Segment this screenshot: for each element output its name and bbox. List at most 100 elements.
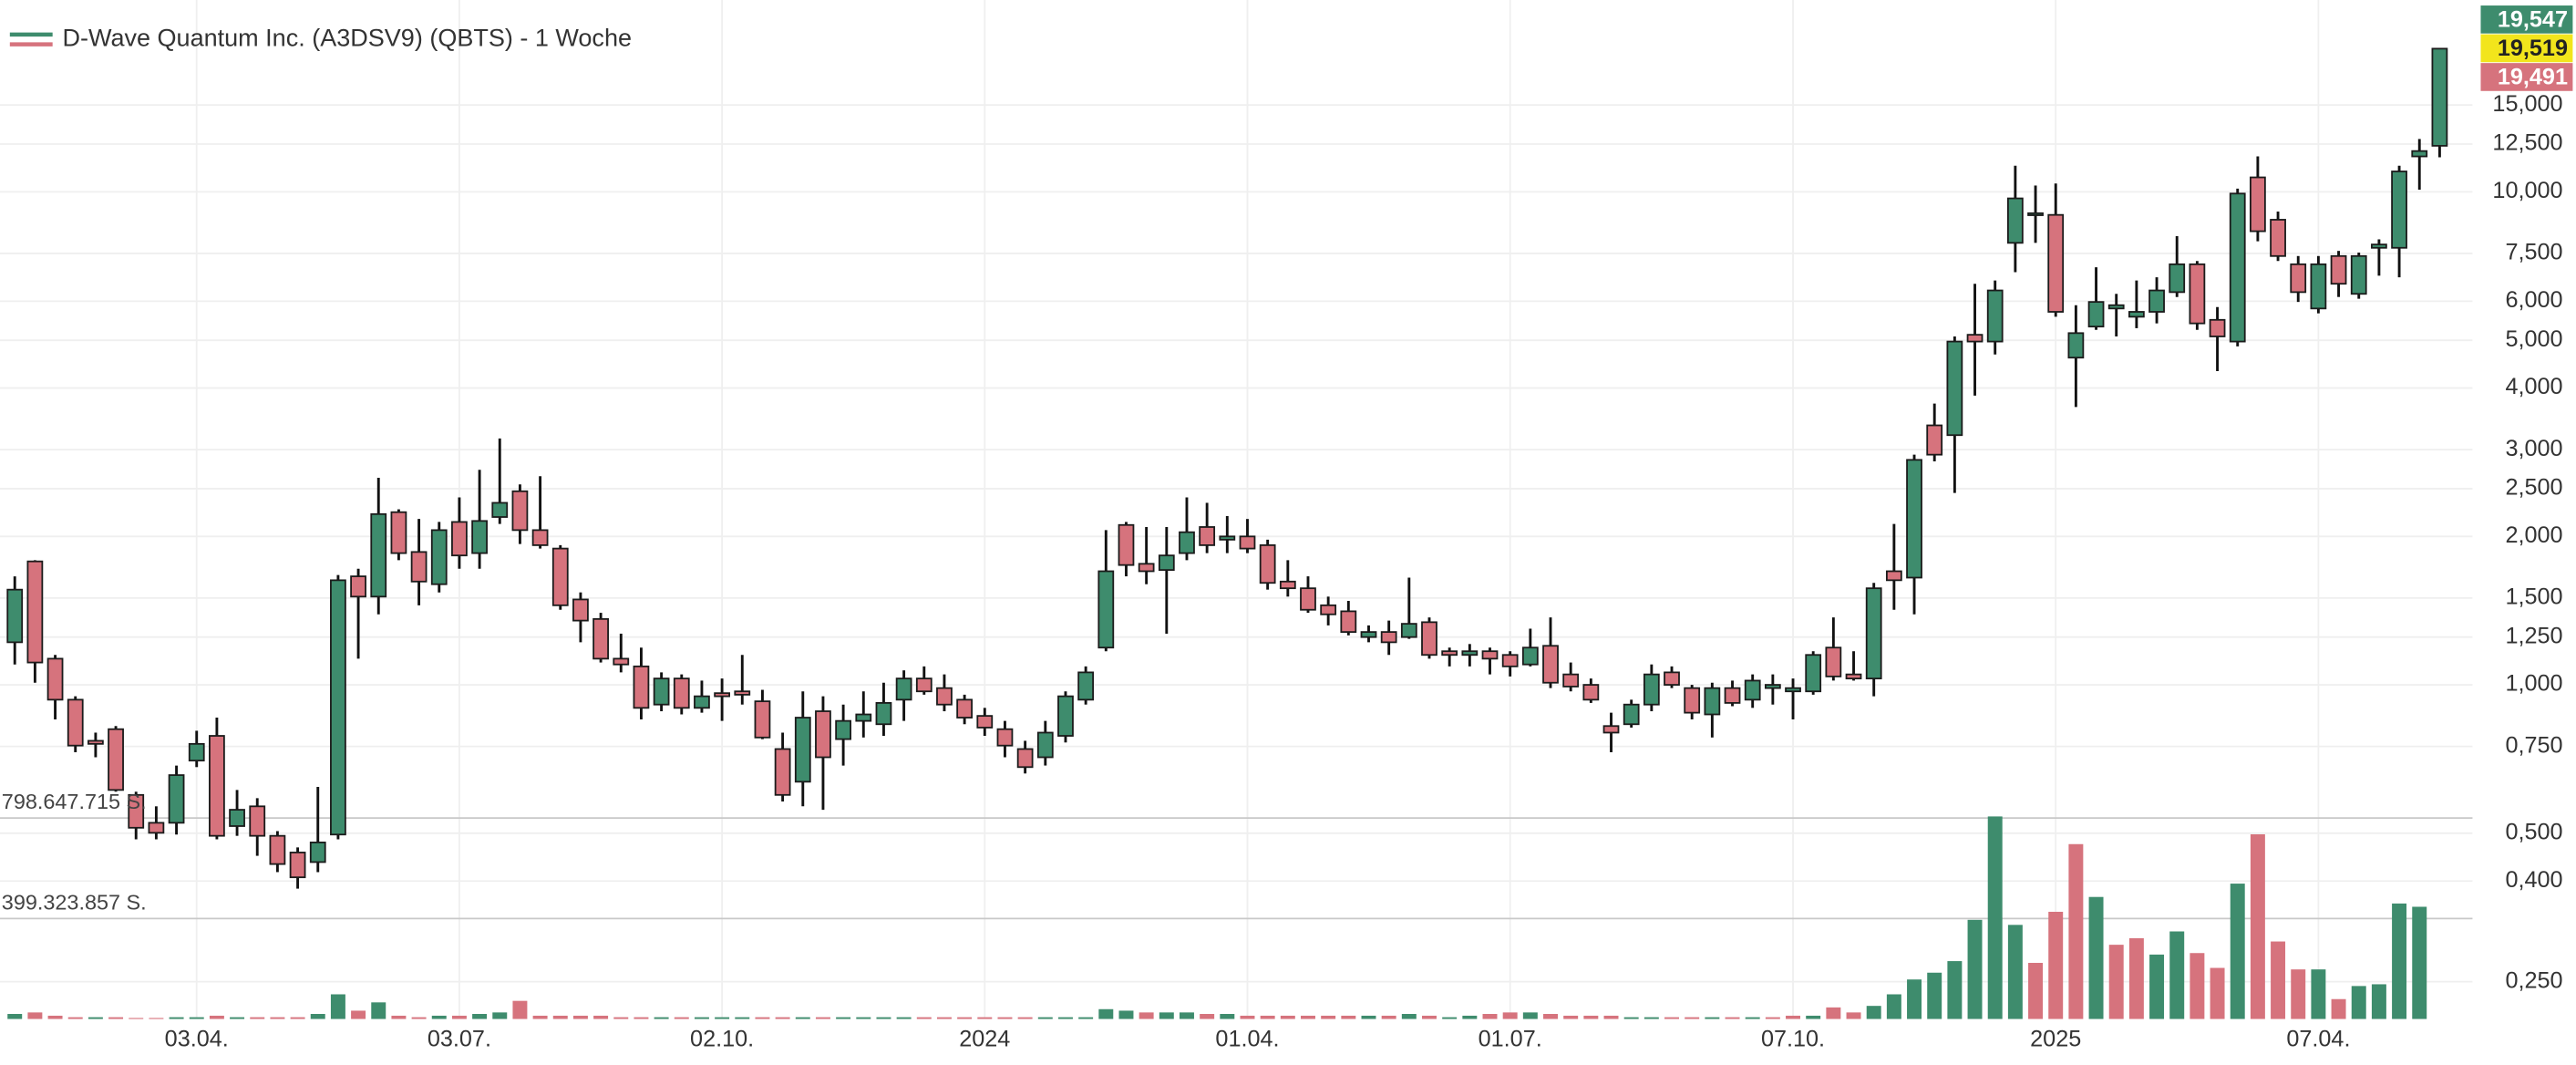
candle-body bbox=[895, 677, 912, 701]
candle-body bbox=[511, 490, 529, 532]
volume-bar bbox=[330, 994, 345, 1019]
y-tick-label: 1,250 bbox=[2505, 623, 2562, 648]
candle-body bbox=[46, 657, 64, 701]
candle-body bbox=[2128, 311, 2145, 318]
volume-bar bbox=[997, 1017, 1013, 1019]
candle-body bbox=[1461, 650, 1479, 657]
volume-bar bbox=[1643, 1017, 1659, 1019]
candle-body bbox=[936, 687, 953, 706]
candle-body bbox=[572, 598, 589, 622]
volume-bar bbox=[1200, 1014, 1215, 1019]
volume-bar bbox=[1482, 1014, 1498, 1019]
volume-bar bbox=[532, 1015, 548, 1019]
candle-body bbox=[229, 809, 245, 827]
volume-bar bbox=[351, 1010, 366, 1019]
candle-body bbox=[592, 617, 609, 660]
candle-body bbox=[2107, 304, 2125, 310]
candle-body bbox=[1805, 654, 1822, 693]
candle-body bbox=[6, 588, 24, 644]
volume-bar bbox=[2149, 954, 2165, 1019]
volume-bar bbox=[472, 1014, 488, 1019]
candle-body bbox=[269, 834, 286, 865]
candle-body bbox=[330, 579, 346, 836]
candle-body bbox=[531, 529, 549, 546]
candle-body bbox=[976, 715, 994, 729]
volume-bar bbox=[694, 1017, 709, 1019]
volume-bar bbox=[1422, 1015, 1437, 1019]
volume-bar bbox=[1967, 919, 1983, 1019]
grid-layer bbox=[0, 0, 2473, 1019]
candle-body bbox=[2087, 301, 2105, 328]
x-tick-label: 03.07. bbox=[428, 1027, 491, 1052]
candle-body bbox=[1400, 623, 1417, 638]
candle-body bbox=[1521, 646, 1539, 666]
volume-bar bbox=[1220, 1014, 1235, 1019]
candle-body bbox=[2148, 289, 2165, 313]
candle-body bbox=[694, 695, 710, 709]
volume-layer bbox=[7, 816, 2427, 1019]
candle-body bbox=[390, 511, 407, 554]
candle-body bbox=[2330, 254, 2347, 285]
candle-body bbox=[1057, 695, 1074, 737]
y-tick-label: 2,000 bbox=[2505, 522, 2562, 548]
volume-bar bbox=[7, 1014, 23, 1019]
volume-bar bbox=[2371, 984, 2386, 1019]
candle-body bbox=[2350, 254, 2367, 295]
volume-bar bbox=[1806, 1015, 1821, 1019]
candle-body bbox=[1865, 587, 1882, 680]
volume-bar bbox=[1927, 972, 1942, 1019]
volume-bar bbox=[1442, 1017, 1458, 1019]
candle-body bbox=[2391, 171, 2407, 249]
volume-bar bbox=[1401, 1014, 1417, 1019]
candle-body bbox=[855, 713, 872, 722]
y-tick-label: 4,000 bbox=[2505, 374, 2562, 399]
candle-body bbox=[653, 677, 670, 706]
candle-body bbox=[1179, 531, 1195, 554]
candle-body bbox=[2310, 263, 2327, 310]
volume-bar bbox=[1260, 1015, 1275, 1019]
y-tick-label: 12,500 bbox=[2492, 130, 2562, 156]
volume-bar bbox=[715, 1017, 730, 1019]
volume-bar bbox=[775, 1017, 790, 1019]
candle-body bbox=[774, 748, 791, 796]
candle-body bbox=[26, 560, 44, 664]
volume-bar bbox=[1240, 1015, 1255, 1019]
volume-bar bbox=[2230, 884, 2245, 1019]
volume-bar bbox=[1017, 1017, 1033, 1019]
candle-body bbox=[1986, 289, 2004, 343]
x-tick-label: 07.10. bbox=[1761, 1027, 1825, 1052]
x-tick-label: 03.04. bbox=[165, 1027, 229, 1052]
volume-bar bbox=[2108, 945, 2124, 1019]
x-tick-label: 07.04. bbox=[2286, 1027, 2350, 1052]
candle-body bbox=[1562, 673, 1580, 688]
candle-body bbox=[2027, 212, 2044, 216]
candle-body bbox=[1926, 424, 1943, 456]
candle-body bbox=[1259, 544, 1276, 584]
volume-bar bbox=[189, 1017, 204, 1019]
price-label: 19,547 bbox=[2498, 6, 2568, 32]
volume-bar bbox=[270, 1017, 285, 1019]
candle-body bbox=[1582, 684, 1600, 701]
candle-body bbox=[209, 735, 225, 837]
volume-bar bbox=[876, 1017, 891, 1019]
volume-bar bbox=[674, 1017, 689, 1019]
candle-body bbox=[491, 501, 509, 518]
candle-body bbox=[88, 739, 104, 745]
volume-bar bbox=[836, 1017, 851, 1019]
volume-bar bbox=[1765, 1017, 1780, 1019]
volume-bar bbox=[1321, 1015, 1336, 1019]
candle-body bbox=[148, 822, 165, 834]
volume-bar bbox=[1381, 1015, 1396, 1019]
candle-body bbox=[2169, 263, 2186, 294]
price-label-box bbox=[2480, 34, 2573, 63]
candle-body bbox=[1320, 604, 1337, 615]
volume-bar bbox=[1139, 1012, 1154, 1019]
y-tick-label: 15,000 bbox=[2492, 91, 2562, 117]
volume-bar bbox=[634, 1017, 649, 1019]
candle-body bbox=[1623, 703, 1640, 726]
y-tick-label: 7,500 bbox=[2505, 240, 2562, 265]
candle-body bbox=[1360, 631, 1377, 638]
volume-bar bbox=[2210, 967, 2225, 1019]
